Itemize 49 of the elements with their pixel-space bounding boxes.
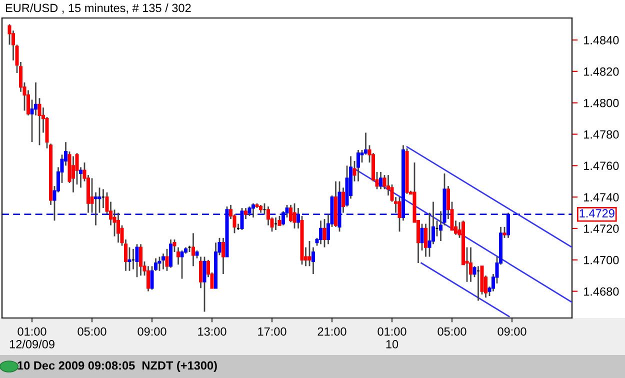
candlestick bbox=[168, 238, 173, 268]
y-tick-label: 1.4740 bbox=[584, 193, 619, 202]
y-tick-label: 1.4720 bbox=[584, 224, 619, 233]
candlestick bbox=[202, 256, 206, 312]
y-tick-label: 1.4840 bbox=[584, 36, 619, 44]
candlestick bbox=[135, 243, 139, 278]
x-tick-label: 13:00 bbox=[198, 327, 226, 336]
candlestick bbox=[161, 252, 166, 270]
candlestick bbox=[146, 265, 150, 292]
chart-title: EUR/USD , 15 minutes, # 135 / 302 bbox=[6, 4, 191, 14]
candlestick bbox=[221, 237, 226, 275]
candlestick bbox=[468, 246, 473, 283]
x-tick-label: 09:00 bbox=[498, 327, 526, 336]
x-tick-label: 01:00 12/09/09 bbox=[10, 327, 54, 348]
candlestick bbox=[398, 196, 402, 232]
candlestick bbox=[158, 256, 162, 272]
candlestick bbox=[308, 240, 312, 267]
candlestick bbox=[165, 248, 169, 272]
text: 10 Dec 2009 09:08:05 NZDT (+1300) bbox=[18, 360, 217, 372]
y-tick-label: 1.4700 bbox=[584, 256, 619, 264]
candlestick bbox=[98, 186, 102, 214]
candlestick bbox=[292, 202, 296, 230]
y-tick-label: 1.4780 bbox=[584, 130, 619, 139]
y-tick-label: 1.4680 bbox=[584, 287, 619, 296]
x-tick-label: 21:00 bbox=[318, 327, 346, 336]
y-tick-label: 1.4820 bbox=[584, 67, 619, 76]
candlestick bbox=[180, 250, 184, 280]
x-tick-label: 01:00 10 bbox=[378, 327, 406, 348]
candlestick bbox=[198, 256, 203, 289]
candlestick bbox=[378, 171, 383, 190]
candlestick bbox=[244, 207, 248, 220]
x-tick-label: 05:00 bbox=[438, 327, 466, 336]
candlestick bbox=[318, 220, 323, 245]
x-tick-label: 09:00 bbox=[138, 327, 166, 336]
x-tick-label: 17:00 bbox=[258, 327, 286, 336]
y-tick-label: 1.4800 bbox=[584, 98, 619, 108]
candlestick bbox=[191, 232, 196, 267]
candlestick bbox=[356, 149, 360, 182]
candlestick bbox=[128, 246, 132, 272]
candlestick bbox=[278, 215, 282, 226]
ref-line-label: 1.4729 bbox=[580, 209, 614, 218]
candlestick bbox=[116, 212, 120, 244]
candlestick bbox=[322, 218, 326, 248]
x-tick-label: 05:00 bbox=[78, 327, 106, 336]
candlestick bbox=[138, 243, 143, 276]
candlestick bbox=[71, 156, 76, 194]
y-tick-label: 1.4760 bbox=[584, 162, 619, 170]
candlestick bbox=[420, 223, 424, 252]
candlestick bbox=[502, 226, 506, 239]
